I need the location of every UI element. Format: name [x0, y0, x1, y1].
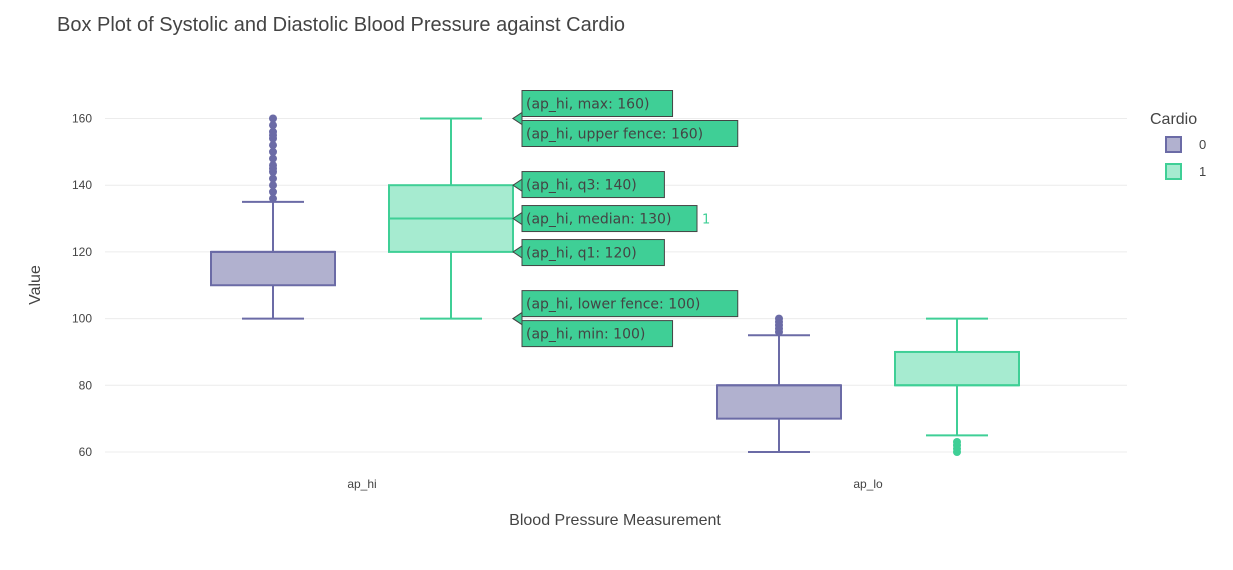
legend-swatch-1 — [1165, 163, 1182, 180]
y-tick-label: 160 — [72, 112, 92, 126]
iqr-box — [716, 384, 842, 420]
hover-label-text: (ap_hi, lower fence: 100) — [526, 297, 700, 313]
chart-title: Box Plot of Systolic and Diastolic Blood… — [57, 14, 625, 36]
hover-label-text: (ap_hi, q3: 140) — [526, 178, 637, 194]
box-0-ap_lo — [716, 314, 842, 453]
outlier-point — [269, 194, 277, 203]
box-0-ap_hi — [210, 114, 336, 320]
outlier-point — [269, 114, 277, 123]
box-1-ap_hi — [388, 117, 514, 320]
x-axis-title: Blood Pressure Measurement — [509, 512, 721, 529]
x-tick-label: ap_hi — [347, 477, 376, 491]
hover-label-text: (ap_hi, median: 130) — [526, 212, 671, 228]
legend-swatch-0 — [1165, 136, 1182, 153]
legend-label-0: 0 — [1199, 137, 1206, 152]
y-axis-title: Value — [27, 265, 44, 305]
hover-label: (ap_hi, median: 130) 1 — [512, 205, 710, 233]
outlier-point — [269, 174, 277, 183]
hover-label-arrow — [512, 244, 523, 259]
outlier-point — [269, 181, 277, 190]
hover-label: (ap_hi, q3: 140) — [512, 171, 665, 199]
hover-label-box — [521, 290, 739, 318]
x-tick-label: ap_lo — [853, 477, 883, 491]
hover-trace-name: 1 — [702, 213, 710, 228]
y-tick-label: 100 — [72, 312, 92, 326]
outlier-point — [269, 147, 277, 156]
hover-label: (ap_hi, upper fence: 160) — [512, 111, 739, 147]
hover-label: (ap_hi, q1: 120) — [512, 239, 665, 267]
series-0 — [210, 114, 842, 453]
x-axis-ticks: ap_hi ap_lo — [347, 477, 883, 491]
hover-label: (ap_hi, min: 100) — [512, 311, 674, 348]
iqr-box — [210, 250, 336, 287]
hover-label-arrow — [512, 111, 523, 126]
y-axis-ticks: 60 80 100 120 140 160 — [72, 112, 92, 460]
hover-label: (ap_hi, max: 160) — [512, 90, 674, 126]
outlier-point — [775, 314, 783, 323]
hover-label-text: (ap_hi, upper fence: 160) — [526, 127, 703, 143]
hover-label-arrow — [512, 178, 523, 193]
box-traces — [210, 114, 1020, 456]
hover-label: (ap_hi, lower fence: 100) — [512, 290, 739, 326]
legend: Cardio 0 1 — [1150, 111, 1206, 180]
outlier-point — [269, 127, 277, 136]
hover-label-box — [521, 90, 674, 117]
hover-label-text: (ap_hi, min: 100) — [526, 327, 645, 343]
hover-label-arrow — [512, 311, 523, 326]
hover-label-box — [521, 171, 665, 199]
y-tick-label: 140 — [72, 178, 92, 192]
outlier-point — [269, 161, 277, 170]
box-1-ap_lo — [894, 317, 1020, 456]
hover-label-box — [521, 320, 674, 348]
y-tick-label: 80 — [79, 378, 93, 392]
outlier-point — [269, 187, 277, 196]
outlier-point — [269, 121, 277, 130]
outlier-point — [269, 141, 277, 150]
series-1 — [388, 117, 1020, 456]
legend-label-1: 1 — [1199, 164, 1206, 179]
outlier-point — [953, 437, 961, 446]
y-tick-label: 60 — [79, 445, 93, 459]
iqr-box — [894, 350, 1020, 387]
hover-labels: (ap_hi, max: 160) (ap_hi, upper fence: 16… — [512, 90, 739, 348]
outlier-point — [269, 154, 277, 163]
hover-label-arrow — [512, 211, 523, 226]
hover-label-box — [521, 239, 665, 267]
hover-label-box — [521, 120, 739, 147]
hover-label-text: (ap_hi, q1: 120) — [526, 246, 637, 262]
legend-title: Cardio — [1150, 111, 1197, 128]
y-tick-label: 120 — [72, 245, 92, 259]
hover-label-text: (ap_hi, max: 160) — [526, 97, 649, 113]
